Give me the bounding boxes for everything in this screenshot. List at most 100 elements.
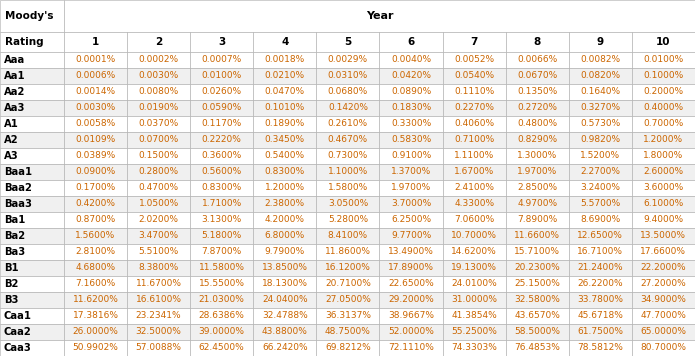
Text: 1.1100%: 1.1100%: [454, 151, 494, 160]
Bar: [253, 116, 316, 132]
Text: 0.2720%: 0.2720%: [517, 103, 557, 112]
Text: 0.0030%: 0.0030%: [75, 103, 115, 112]
Bar: [127, 100, 190, 116]
Text: Aa1: Aa1: [4, 70, 26, 81]
Text: 5: 5: [344, 37, 352, 47]
Text: 0.0001%: 0.0001%: [75, 55, 115, 64]
Text: 0.0210%: 0.0210%: [265, 71, 305, 80]
Bar: [253, 52, 316, 68]
Text: 5.5700%: 5.5700%: [580, 199, 621, 208]
Text: Rating: Rating: [5, 37, 44, 47]
Text: 0.8300%: 0.8300%: [202, 183, 242, 192]
Bar: [253, 68, 316, 84]
Text: 0.7300%: 0.7300%: [328, 151, 368, 160]
Text: 9.7900%: 9.7900%: [265, 247, 305, 256]
Bar: [64, 180, 127, 196]
Text: 4.9700%: 4.9700%: [517, 199, 557, 208]
Bar: [632, 32, 695, 52]
Text: 34.9000%: 34.9000%: [641, 295, 687, 304]
Bar: [190, 244, 253, 260]
Text: 0.0100%: 0.0100%: [644, 55, 684, 64]
Bar: [379, 260, 443, 276]
Text: 0.0590%: 0.0590%: [202, 103, 242, 112]
Text: 0.4700%: 0.4700%: [138, 183, 179, 192]
Bar: [127, 84, 190, 100]
Bar: [316, 148, 379, 164]
Text: 1: 1: [92, 37, 99, 47]
Text: 0.0260%: 0.0260%: [202, 87, 242, 96]
Text: 0.5830%: 0.5830%: [391, 135, 431, 144]
Bar: [506, 68, 569, 84]
Text: 0.4670%: 0.4670%: [328, 135, 368, 144]
Bar: [506, 32, 569, 52]
Bar: [443, 32, 506, 52]
Text: 0.0109%: 0.0109%: [75, 135, 115, 144]
Text: 31.0000%: 31.0000%: [451, 295, 497, 304]
Bar: [253, 324, 316, 340]
Bar: [316, 260, 379, 276]
Bar: [253, 180, 316, 196]
Text: 2.8500%: 2.8500%: [517, 183, 557, 192]
Text: 0.3450%: 0.3450%: [265, 135, 305, 144]
Text: 0.8700%: 0.8700%: [75, 215, 115, 224]
Bar: [379, 276, 443, 292]
Bar: [64, 292, 127, 308]
Text: 1.5600%: 1.5600%: [75, 231, 115, 240]
Bar: [443, 276, 506, 292]
Bar: [569, 100, 632, 116]
Bar: [506, 308, 569, 324]
Text: 2.0200%: 2.0200%: [138, 215, 179, 224]
Text: A1: A1: [4, 119, 19, 129]
Text: 1.1000%: 1.1000%: [328, 167, 368, 176]
Bar: [632, 276, 695, 292]
Bar: [506, 260, 569, 276]
Text: 32.5000%: 32.5000%: [136, 328, 181, 336]
Text: 17.6600%: 17.6600%: [641, 247, 687, 256]
Text: 29.2000%: 29.2000%: [388, 295, 434, 304]
Text: 0.5400%: 0.5400%: [265, 151, 305, 160]
Bar: [569, 308, 632, 324]
Text: 25.1500%: 25.1500%: [514, 279, 560, 288]
Text: 3.1300%: 3.1300%: [202, 215, 242, 224]
Bar: [379, 84, 443, 100]
Text: 0.9100%: 0.9100%: [391, 151, 431, 160]
Bar: [632, 84, 695, 100]
Text: 4.2000%: 4.2000%: [265, 215, 305, 224]
Bar: [64, 196, 127, 212]
Bar: [569, 244, 632, 260]
Bar: [379, 196, 443, 212]
Bar: [632, 116, 695, 132]
Bar: [506, 84, 569, 100]
Bar: [632, 148, 695, 164]
Bar: [316, 228, 379, 244]
Bar: [569, 276, 632, 292]
Bar: [190, 84, 253, 100]
Text: 0.3600%: 0.3600%: [202, 151, 242, 160]
Text: 0.0420%: 0.0420%: [391, 71, 431, 80]
Bar: [443, 132, 506, 148]
Text: 4.3300%: 4.3300%: [454, 199, 494, 208]
Bar: [0, 324, 64, 340]
Bar: [127, 340, 190, 356]
Bar: [0, 276, 64, 292]
Bar: [506, 100, 569, 116]
Bar: [190, 308, 253, 324]
Text: 7.8700%: 7.8700%: [202, 247, 242, 256]
Text: 0.0052%: 0.0052%: [454, 55, 494, 64]
Bar: [64, 52, 127, 68]
Bar: [316, 132, 379, 148]
Text: 0.5730%: 0.5730%: [580, 119, 621, 128]
Bar: [506, 276, 569, 292]
Text: 7.1600%: 7.1600%: [75, 279, 115, 288]
Text: 3.4700%: 3.4700%: [138, 231, 179, 240]
Bar: [632, 164, 695, 180]
Text: 16.6100%: 16.6100%: [136, 295, 181, 304]
Text: 2.2700%: 2.2700%: [580, 167, 621, 176]
Bar: [190, 340, 253, 356]
Bar: [379, 228, 443, 244]
Text: 65.0000%: 65.0000%: [641, 328, 687, 336]
Text: 9.4000%: 9.4000%: [644, 215, 683, 224]
Bar: [253, 308, 316, 324]
Text: 61.7500%: 61.7500%: [578, 328, 623, 336]
Bar: [316, 32, 379, 52]
